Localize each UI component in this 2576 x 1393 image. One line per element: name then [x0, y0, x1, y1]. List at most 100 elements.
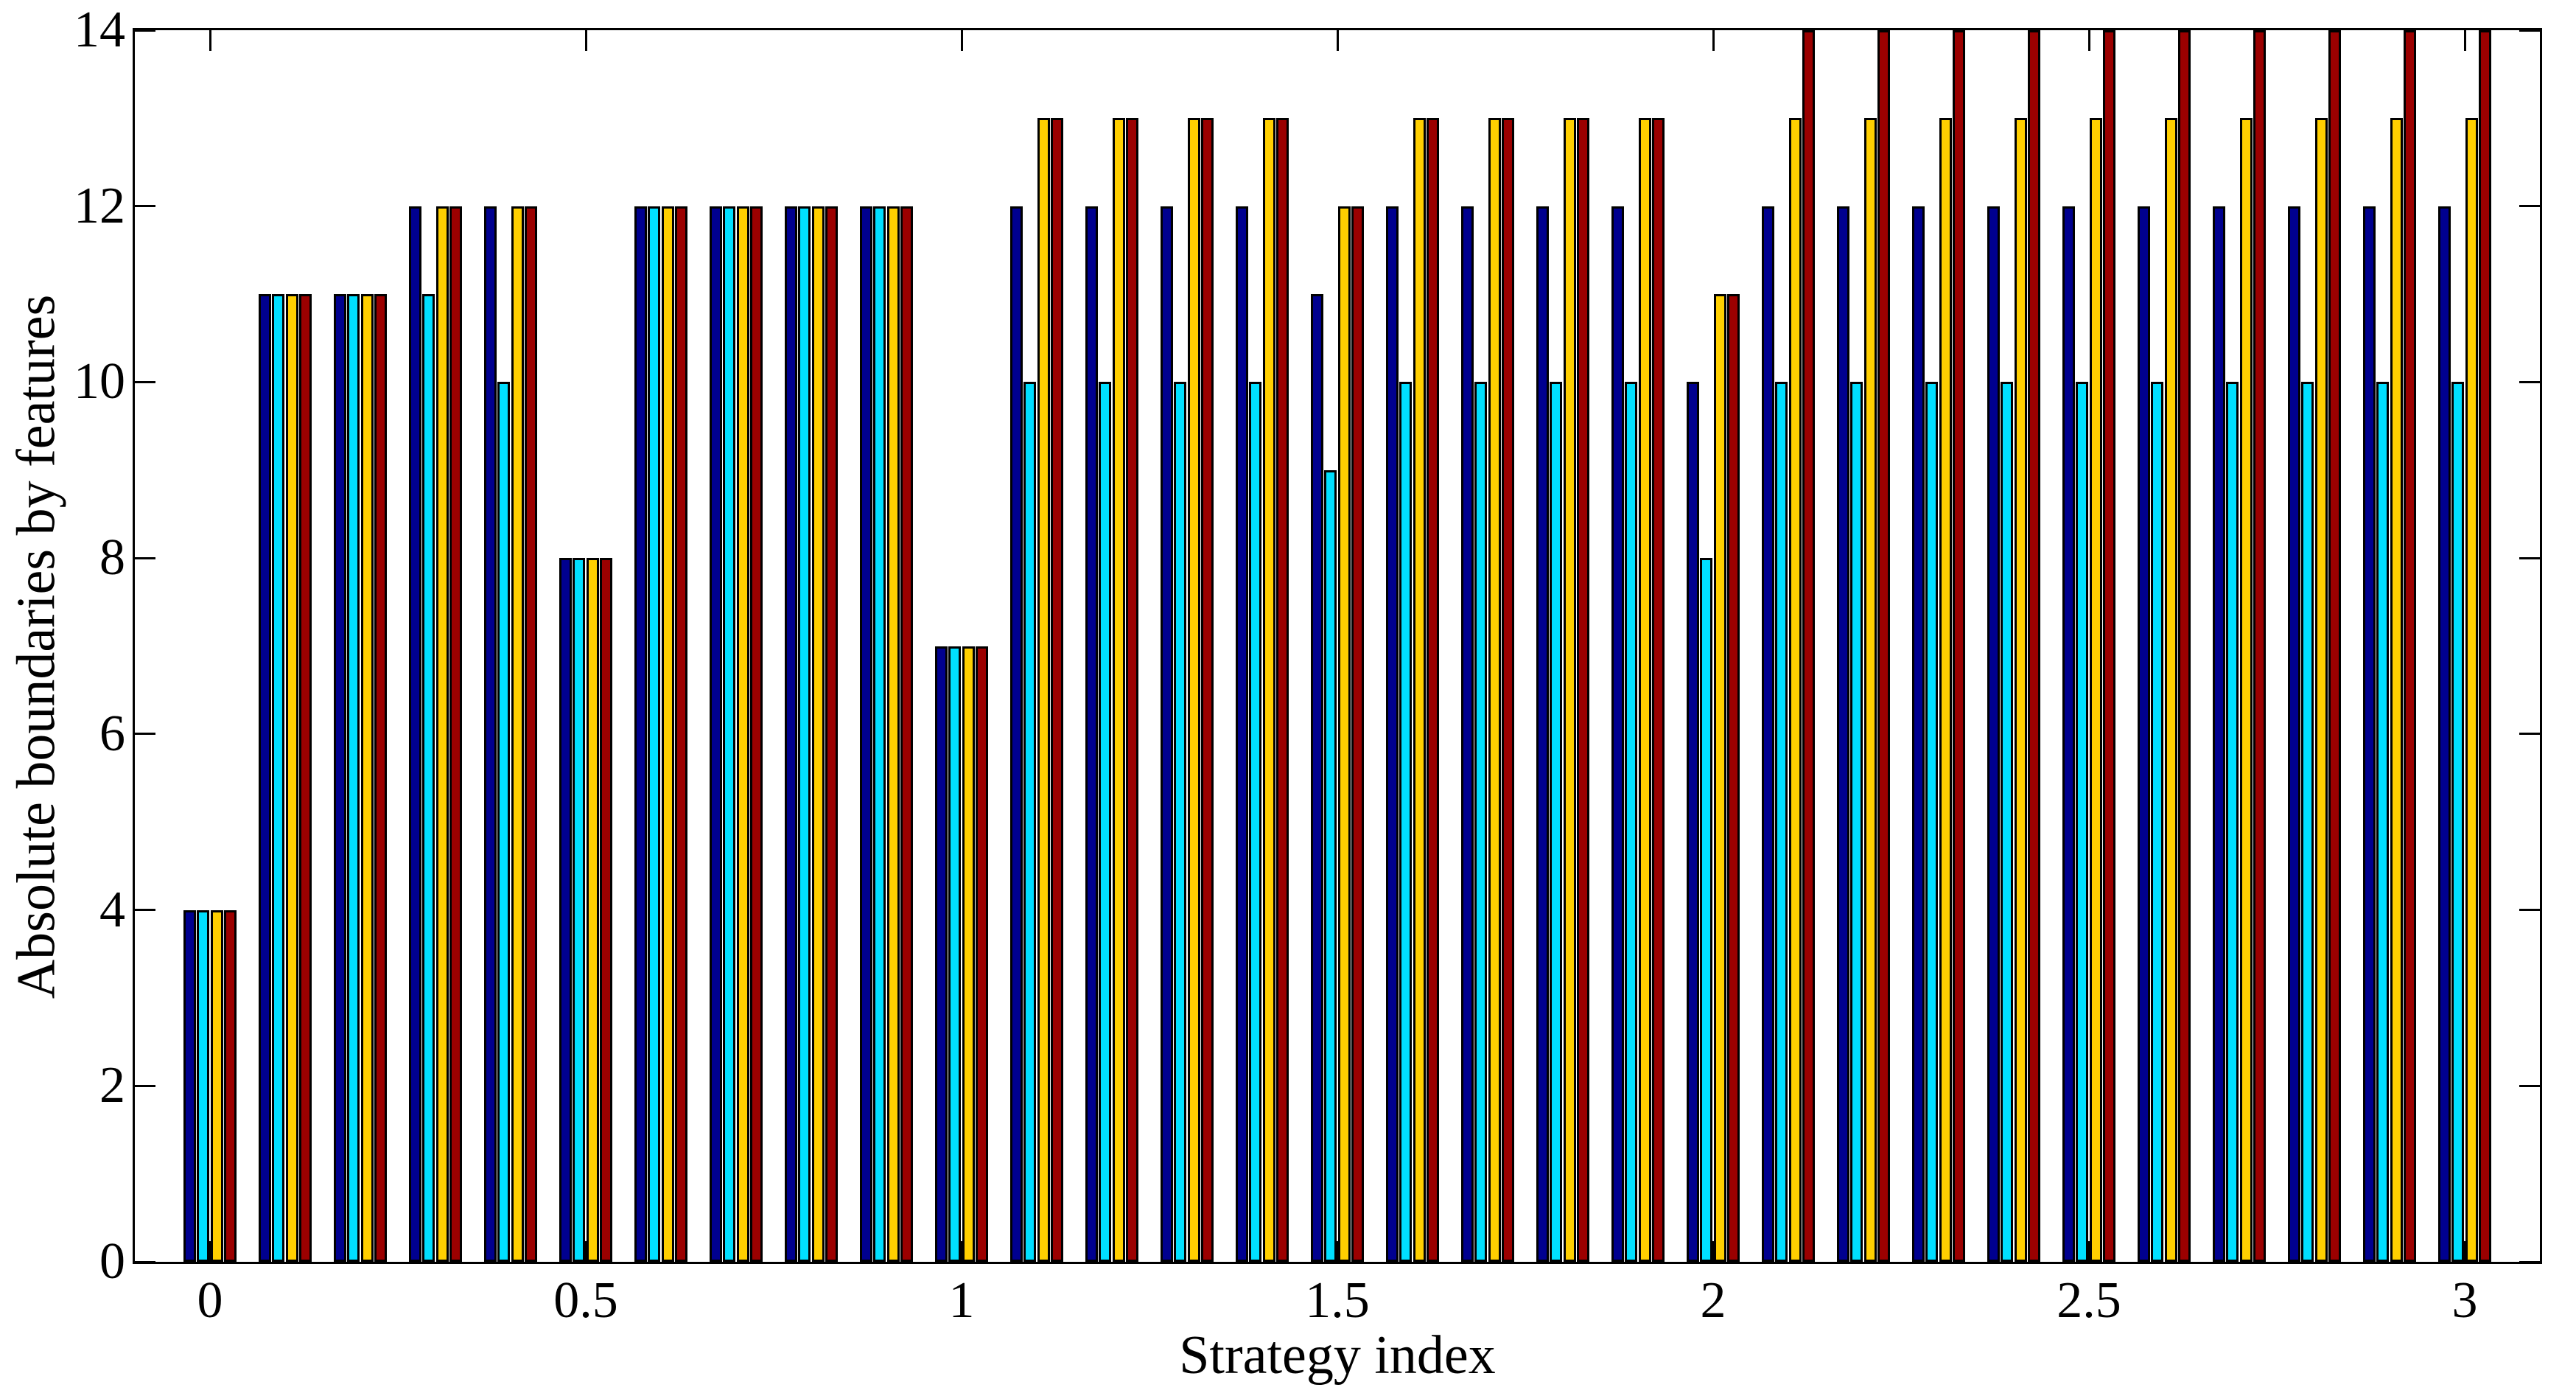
bar-series-4-dark-red: [600, 558, 613, 1262]
bar-series-3-yellow: [661, 206, 674, 1262]
bar-series-2-cyan: [1023, 382, 1037, 1262]
bar-series-3-yellow: [1863, 118, 1877, 1262]
bar-series-4-dark-red: [2178, 30, 2191, 1262]
tick-mark: [1336, 1241, 1339, 1262]
bar-series-3-yellow: [360, 294, 374, 1262]
bar-series-4-dark-red: [1802, 30, 1816, 1262]
bar-series-2-cyan: [573, 558, 586, 1262]
bar-series-4-dark-red: [900, 206, 914, 1262]
bar-series-2-cyan: [272, 294, 285, 1262]
bar-series-2-cyan: [1700, 558, 1713, 1262]
bar-series-2-cyan: [1324, 469, 1337, 1262]
bar-series-2-cyan: [648, 206, 661, 1262]
bar-series-2-cyan: [197, 910, 210, 1262]
bar-series-3-yellow: [1413, 118, 1426, 1262]
bar-series-2-cyan: [422, 294, 435, 1262]
bar-series-1-dark-blue: [2287, 206, 2300, 1262]
tick-mark: [2519, 205, 2540, 208]
bar-series-1-dark-blue: [1085, 206, 1098, 1262]
bar-series-1-dark-blue: [2362, 206, 2376, 1262]
bar-series-1-dark-blue: [634, 206, 647, 1262]
bar-series-4-dark-red: [299, 294, 312, 1262]
bar-series-3-yellow: [1337, 206, 1351, 1262]
bar-series-4-dark-red: [2028, 30, 2041, 1262]
x-tick-label: 1: [948, 1272, 975, 1329]
bar-series-1-dark-blue: [408, 206, 421, 1262]
bar-series-3-yellow: [586, 558, 599, 1262]
bar-series-3-yellow: [1262, 118, 1275, 1262]
bar-series-3-yellow: [736, 206, 749, 1262]
bar-series-4-dark-red: [224, 910, 237, 1262]
tick-mark: [1712, 1241, 1715, 1262]
bar-series-2-cyan: [2301, 382, 2314, 1262]
tick-mark: [2087, 1241, 2090, 1262]
bar-series-3-yellow: [811, 206, 825, 1262]
bar-series-2-cyan: [1850, 382, 1863, 1262]
bar-series-3-yellow: [2089, 118, 2102, 1262]
bar-series-4-dark-red: [976, 646, 989, 1262]
bar-series-3-yellow: [2164, 118, 2177, 1262]
bar-series-1-dark-blue: [1160, 206, 1173, 1262]
bar-series-1-dark-blue: [1911, 206, 1925, 1262]
y-axis-label: Absolute boundaries by features: [7, 0, 67, 1293]
tick-mark: [2519, 29, 2540, 32]
x-tick-label: 3: [2451, 1272, 2478, 1329]
tick-mark: [1712, 30, 1715, 51]
bar-series-1-dark-blue: [2062, 206, 2075, 1262]
bar-series-2-cyan: [2451, 382, 2465, 1262]
bar-series-1-dark-blue: [2212, 206, 2225, 1262]
tick-mark: [2519, 1260, 2540, 1263]
bar-series-4-dark-red: [2103, 30, 2116, 1262]
bar-series-4-dark-red: [750, 206, 763, 1262]
bar-series-3-yellow: [285, 294, 298, 1262]
bar-series-1-dark-blue: [934, 646, 948, 1262]
bar-series-1-dark-blue: [709, 206, 722, 1262]
bar-series-2-cyan: [1399, 382, 1413, 1262]
tick-mark: [584, 1241, 587, 1262]
bar-series-2-cyan: [1174, 382, 1187, 1262]
bar-series-1-dark-blue: [1460, 206, 1474, 1262]
y-tick-label: 0: [99, 1233, 125, 1290]
bar-series-4-dark-red: [449, 206, 463, 1262]
tick-mark: [2463, 30, 2466, 51]
bar-series-4-dark-red: [1126, 118, 1139, 1262]
tick-mark: [209, 30, 211, 51]
tick-mark: [2463, 1241, 2466, 1262]
x-tick-label: 0.5: [553, 1272, 618, 1329]
bar-series-3-yellow: [886, 206, 900, 1262]
bar-series-4-dark-red: [2404, 30, 2417, 1262]
tick-mark: [135, 380, 155, 383]
bar-series-4-dark-red: [1201, 118, 1214, 1262]
bar-series-4-dark-red: [525, 206, 538, 1262]
bar-series-2-cyan: [723, 206, 736, 1262]
y-tick-label: 8: [99, 529, 125, 587]
bar-series-3-yellow: [1638, 118, 1651, 1262]
bar-series-4-dark-red: [1051, 118, 1064, 1262]
tick-mark: [135, 909, 155, 912]
bar-series-1-dark-blue: [559, 558, 572, 1262]
bar-series-3-yellow: [210, 910, 223, 1262]
bar-series-3-yellow: [2314, 118, 2328, 1262]
bar-series-4-dark-red: [374, 294, 388, 1262]
tick-mark: [2519, 380, 2540, 383]
y-tick-label: 12: [74, 177, 125, 234]
y-tick-label: 2: [99, 1057, 125, 1114]
bar-series-1-dark-blue: [859, 206, 872, 1262]
bar-series-2-cyan: [1099, 382, 1112, 1262]
bar-series-2-cyan: [2151, 382, 2164, 1262]
tick-mark: [2519, 1084, 2540, 1087]
bar-series-2-cyan: [948, 646, 962, 1262]
bar-series-1-dark-blue: [258, 294, 271, 1262]
bar-series-2-cyan: [1550, 382, 1563, 1262]
bar-series-1-dark-blue: [2437, 206, 2451, 1262]
bar-series-3-yellow: [2390, 118, 2403, 1262]
bar-series-4-dark-red: [1953, 30, 1966, 1262]
bar-series-1-dark-blue: [483, 206, 497, 1262]
tick-mark: [2519, 556, 2540, 559]
tick-mark: [2519, 733, 2540, 736]
tick-mark: [135, 1084, 155, 1087]
bar-series-3-yellow: [1713, 294, 1726, 1262]
tick-mark: [960, 30, 963, 51]
bar-series-2-cyan: [873, 206, 886, 1262]
